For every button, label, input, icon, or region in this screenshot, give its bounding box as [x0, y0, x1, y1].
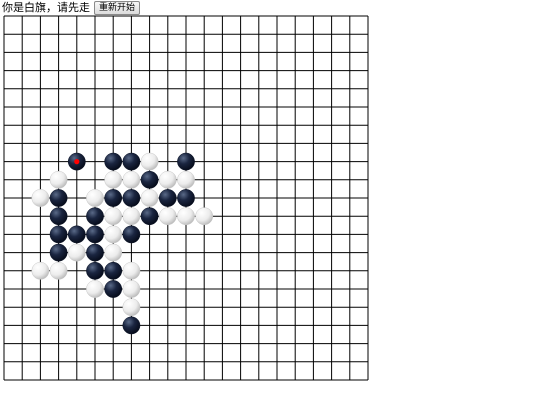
black-stone	[86, 243, 104, 262]
black-stone	[49, 243, 68, 262]
white-stone	[122, 170, 141, 189]
black-stone	[104, 189, 123, 207]
white-stone	[122, 261, 141, 280]
white-stone	[158, 170, 177, 189]
black-stone	[49, 207, 68, 226]
white-stone	[104, 243, 123, 262]
status-text: 你是白旗，请先走	[2, 1, 90, 14]
last-move-marker	[74, 159, 80, 165]
black-stone	[49, 189, 68, 207]
black-stone	[122, 225, 141, 244]
black-stone	[67, 225, 86, 244]
header-bar: 你是白旗，请先走 重新开始	[2, 0, 141, 16]
black-stone	[122, 189, 141, 207]
white-stone	[31, 189, 50, 207]
board-canvas[interactable]	[3, 15, 387, 399]
white-stone	[31, 261, 50, 280]
white-stone	[158, 207, 177, 226]
white-stone	[140, 152, 159, 171]
black-stone	[140, 207, 159, 226]
black-stone	[104, 152, 123, 171]
black-stone	[104, 280, 123, 298]
white-stone	[86, 280, 104, 298]
white-stone	[195, 207, 214, 226]
white-stone	[122, 280, 141, 298]
white-stone	[104, 225, 123, 244]
black-stone	[86, 207, 104, 226]
white-stone	[49, 170, 68, 189]
white-stone	[86, 189, 104, 207]
white-stone	[140, 189, 159, 207]
black-stone	[122, 152, 141, 171]
white-stone	[104, 207, 123, 226]
gomoku-board[interactable]	[3, 15, 387, 399]
stones-layer	[31, 152, 214, 335]
black-stone	[122, 316, 141, 335]
black-stone	[86, 261, 104, 280]
black-stone	[86, 225, 104, 244]
black-stone	[104, 261, 123, 280]
black-stone	[158, 189, 177, 207]
white-stone	[67, 243, 86, 262]
black-stone	[140, 170, 159, 189]
white-stone	[177, 170, 195, 189]
white-stone	[104, 170, 123, 189]
black-stone	[177, 189, 195, 207]
white-stone	[122, 207, 141, 226]
restart-button[interactable]: 重新开始	[94, 1, 141, 15]
black-stone	[177, 152, 195, 171]
white-stone	[122, 298, 141, 317]
white-stone	[49, 261, 68, 280]
black-stone	[49, 225, 68, 244]
white-stone	[177, 207, 195, 226]
